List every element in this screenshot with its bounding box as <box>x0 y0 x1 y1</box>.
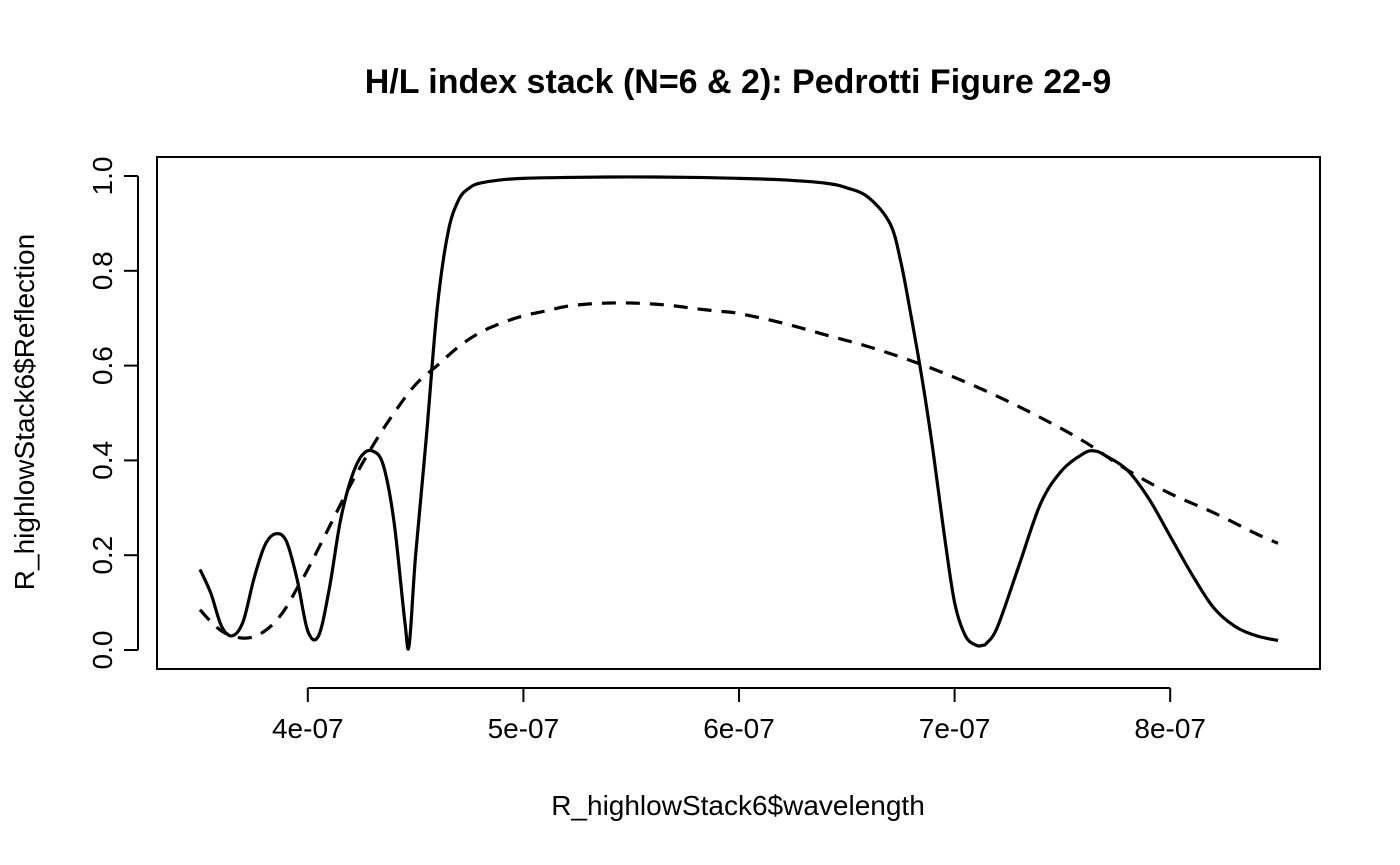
y-tick-label: 1.0 <box>87 157 118 196</box>
y-axis-label: R_highlowStack6$Reflection <box>9 234 40 590</box>
y-tick-label: 0.0 <box>87 631 118 670</box>
x-tick-label: 6e-07 <box>703 713 775 744</box>
series-layer <box>198 175 1279 651</box>
x-tick-label: 7e-07 <box>919 713 991 744</box>
x-tick-label: 5e-07 <box>488 713 560 744</box>
chart-title: H/L index stack (N=6 & 2): Pedrotti Figu… <box>365 63 1112 101</box>
y-axis: 0.0 0.2 0.4 0.6 0.8 1.0 <box>87 157 139 670</box>
x-tick-label: 8e-07 <box>1134 713 1206 744</box>
y-tick-label: 0.2 <box>87 536 118 575</box>
series-line-dashed <box>198 301 1279 640</box>
y-tick-label: 0.4 <box>87 441 118 480</box>
x-tick-label: 4e-07 <box>272 713 344 744</box>
y-tick-label: 0.6 <box>87 346 118 385</box>
plot-frame <box>156 156 1321 670</box>
x-axis: 4e-07 5e-07 6e-07 7e-07 8e-07 <box>272 687 1206 744</box>
x-axis-label: R_highlowStack6$wavelength <box>551 790 925 821</box>
series-line-solid <box>198 175 1279 651</box>
y-tick-label: 0.8 <box>87 251 118 290</box>
